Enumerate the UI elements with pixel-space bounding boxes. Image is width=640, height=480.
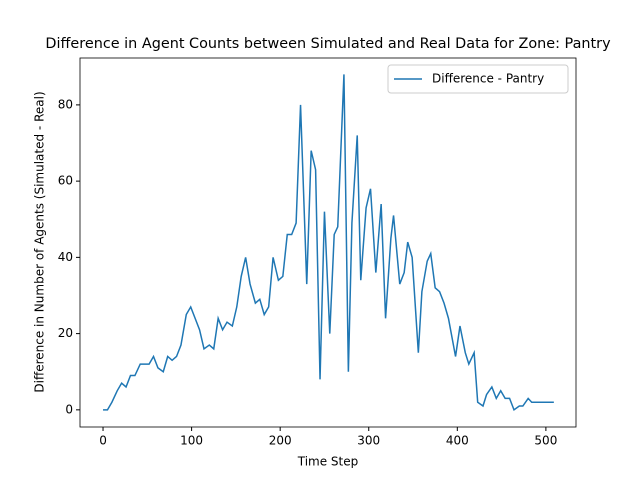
- y-tick-label: 0: [65, 402, 73, 416]
- plot-frame: [79, 57, 577, 428]
- x-tick-label: 300: [357, 434, 380, 448]
- chart-title: Difference in Agent Counts between Simul…: [45, 36, 611, 52]
- legend-label: Difference - Pantry: [432, 72, 544, 86]
- y-axis-label: Difference in Number of Agents (Simulate…: [33, 91, 47, 392]
- x-tick-label: 200: [269, 434, 292, 448]
- x-axis-label: Time Step: [297, 455, 359, 469]
- y-tick-label: 40: [58, 250, 73, 264]
- x-tick-label: 400: [446, 434, 469, 448]
- legend-box: [387, 64, 569, 94]
- x-tick-label: 100: [180, 434, 203, 448]
- x-tick-label: 500: [534, 434, 557, 448]
- data-line: [103, 74, 554, 412]
- y-tick-label: 20: [58, 326, 73, 340]
- x-tick-label: 0: [99, 434, 107, 448]
- y-tick-label: 60: [58, 174, 73, 188]
- y-tick-label: 80: [58, 97, 73, 111]
